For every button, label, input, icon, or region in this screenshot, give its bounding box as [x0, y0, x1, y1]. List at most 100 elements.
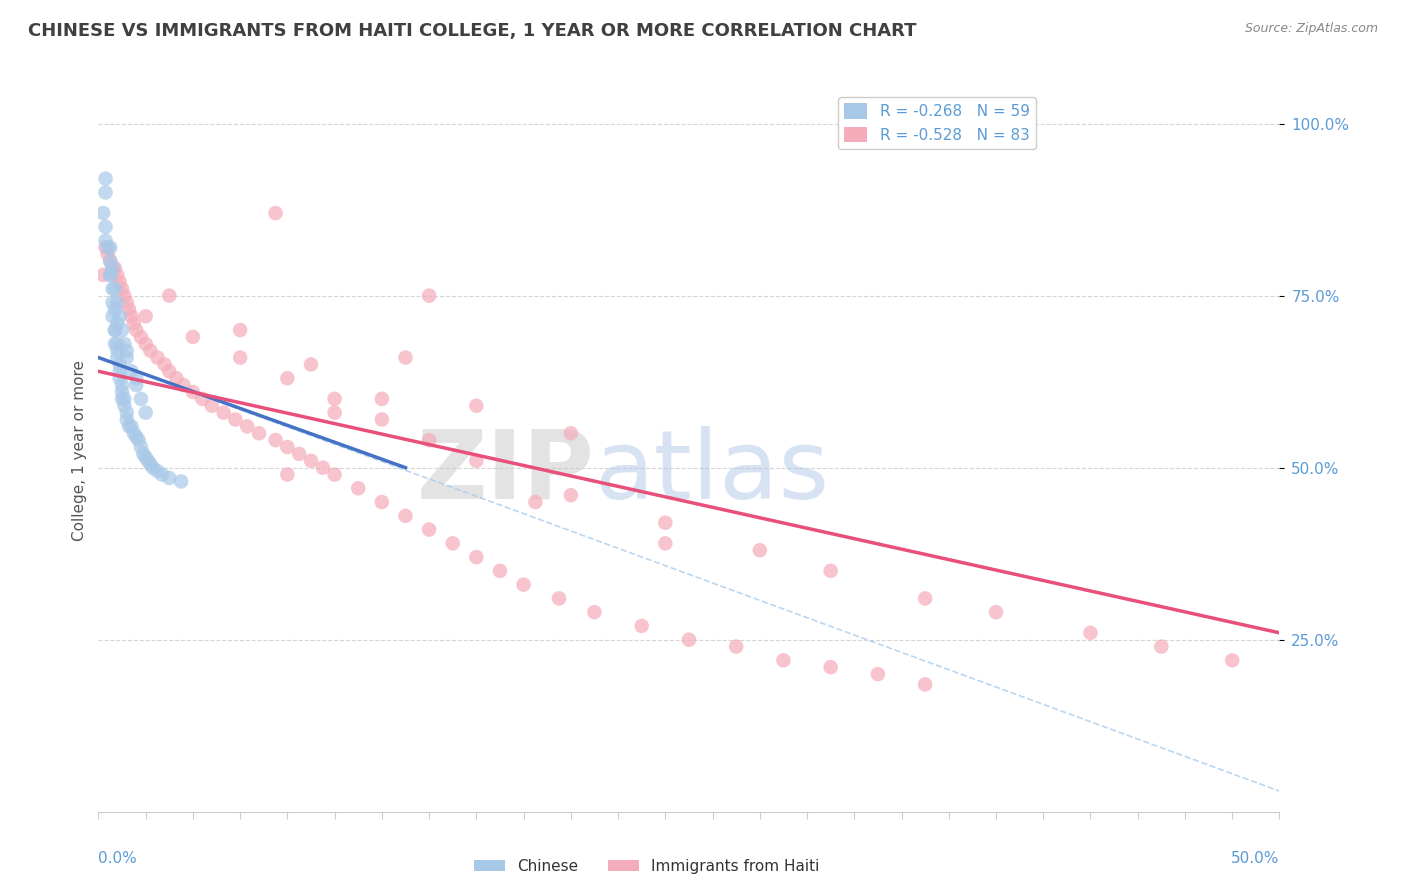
Point: [94, 234, 117, 248]
Point: [630, 619, 652, 633]
Point: [212, 406, 235, 420]
Point: [157, 471, 180, 485]
Point: [1080, 625, 1102, 640]
Point: [129, 392, 152, 406]
Point: [247, 426, 270, 441]
Point: [128, 433, 150, 447]
Point: [105, 343, 128, 358]
Point: [104, 323, 127, 337]
Text: Source: ZipAtlas.com: Source: ZipAtlas.com: [1244, 22, 1378, 36]
Point: [157, 288, 180, 302]
Point: [118, 419, 141, 434]
Point: [465, 399, 488, 413]
Point: [135, 310, 157, 324]
Point: [229, 351, 252, 365]
Point: [97, 247, 120, 261]
Point: [115, 412, 138, 426]
Point: [101, 282, 124, 296]
Point: [101, 261, 124, 276]
Point: [98, 254, 121, 268]
Point: [1220, 653, 1243, 667]
Point: [560, 488, 582, 502]
Point: [112, 399, 135, 413]
Point: [94, 240, 117, 254]
Point: [121, 364, 143, 378]
Point: [181, 384, 204, 399]
Point: [98, 268, 121, 282]
Legend: Chinese, Immigrants from Haiti: Chinese, Immigrants from Haiti: [468, 853, 825, 880]
Point: [157, 364, 180, 378]
Point: [98, 268, 121, 282]
Point: [276, 371, 298, 385]
Point: [371, 412, 394, 426]
Point: [112, 392, 135, 406]
Point: [101, 310, 124, 324]
Point: [465, 454, 488, 468]
Point: [146, 464, 169, 478]
Point: [236, 419, 259, 434]
Point: [323, 467, 346, 482]
Point: [725, 640, 748, 654]
Point: [94, 219, 117, 234]
Point: [101, 261, 124, 276]
Point: [111, 392, 134, 406]
Point: [465, 550, 488, 565]
Point: [115, 343, 138, 358]
Point: [394, 351, 416, 365]
Point: [229, 323, 252, 337]
Point: [654, 536, 676, 550]
Point: [121, 310, 143, 324]
Point: [418, 523, 440, 537]
Point: [654, 516, 676, 530]
Point: [371, 495, 394, 509]
Point: [299, 358, 322, 372]
Point: [105, 295, 128, 310]
Y-axis label: College, 1 year or more: College, 1 year or more: [72, 360, 87, 541]
Text: ZIP: ZIP: [416, 425, 595, 518]
Point: [153, 358, 176, 372]
Point: [418, 288, 440, 302]
Point: [115, 406, 138, 420]
Point: [129, 330, 152, 344]
Point: [201, 399, 224, 413]
Point: [111, 384, 134, 399]
Point: [288, 447, 311, 461]
Point: [111, 378, 134, 392]
Point: [98, 240, 121, 254]
Point: [105, 336, 128, 351]
Point: [181, 330, 204, 344]
Point: [122, 316, 145, 330]
Point: [115, 295, 138, 310]
Point: [111, 323, 134, 337]
Point: [172, 378, 194, 392]
Point: [820, 564, 842, 578]
Point: [135, 450, 157, 465]
Point: [122, 426, 145, 441]
Text: atlas: atlas: [595, 425, 830, 518]
Point: [150, 467, 173, 482]
Legend: R = -0.268   N = 59, R = -0.528   N = 83: R = -0.268 N = 59, R = -0.528 N = 83: [838, 97, 1036, 149]
Point: [135, 336, 157, 351]
Point: [820, 660, 842, 674]
Point: [139, 343, 162, 358]
Point: [105, 316, 128, 330]
Point: [112, 288, 135, 302]
Point: [914, 677, 936, 691]
Point: [104, 282, 127, 296]
Point: [323, 392, 346, 406]
Point: [524, 495, 547, 509]
Point: [1150, 640, 1173, 654]
Point: [135, 406, 157, 420]
Point: [91, 268, 114, 282]
Point: [104, 323, 127, 337]
Point: [108, 371, 131, 385]
Point: [98, 254, 121, 268]
Point: [105, 268, 128, 282]
Point: [125, 378, 148, 392]
Point: [323, 406, 346, 420]
Point: [97, 240, 120, 254]
Point: [441, 536, 464, 550]
Point: [142, 460, 165, 475]
Point: [94, 186, 117, 200]
Point: [371, 392, 394, 406]
